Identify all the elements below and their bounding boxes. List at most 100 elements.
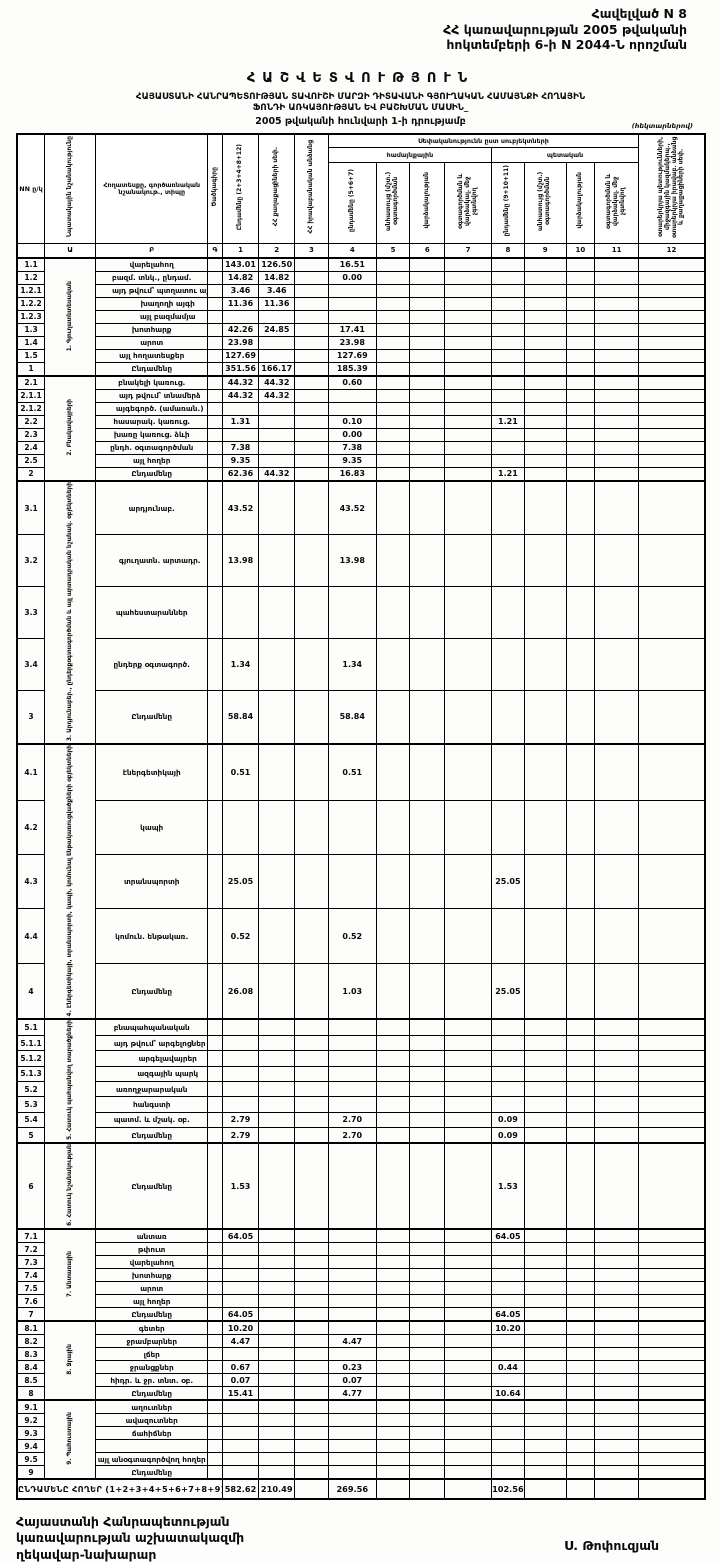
value-cell-3 bbox=[294, 270, 329, 285]
value-cell-1: 25.05 bbox=[221, 854, 260, 910]
code-cell bbox=[207, 335, 223, 350]
value-cell-6 bbox=[409, 427, 446, 442]
value-cell-2: 126.50 bbox=[258, 256, 296, 272]
value-cell-2 bbox=[258, 586, 296, 639]
table-row: 4.2 կապի bbox=[16, 799, 706, 856]
value-cell-2 bbox=[258, 799, 296, 856]
code-cell bbox=[207, 1050, 223, 1067]
value-cell-7 bbox=[444, 1334, 493, 1349]
value-cell-11 bbox=[594, 296, 640, 311]
value-cell-11 bbox=[594, 1065, 640, 1082]
land-type-name: ազգային պարկ bbox=[95, 1065, 209, 1082]
land-type-name: վարելահող bbox=[95, 1255, 209, 1270]
row-number: 4.3 bbox=[16, 854, 46, 910]
value-cell-12 bbox=[638, 1065, 706, 1082]
grand-total-value-4: 269.56 bbox=[327, 1478, 377, 1501]
value-cell-10 bbox=[565, 1281, 596, 1296]
value-cell-12 bbox=[638, 1268, 706, 1283]
section-label: 8. Ջրային bbox=[44, 1320, 97, 1401]
value-cell-12 bbox=[638, 1096, 706, 1113]
row-number: 2.5 bbox=[16, 453, 46, 468]
section-label-text: 9. Պահուստային bbox=[66, 1412, 73, 1466]
land-type-name: ավազուտներ bbox=[95, 1413, 209, 1428]
value-cell-12 bbox=[638, 743, 706, 801]
value-cell-7 bbox=[444, 1080, 493, 1098]
value-cell-2 bbox=[258, 1439, 296, 1454]
value-cell-5 bbox=[375, 1126, 411, 1145]
row-number: 9 bbox=[16, 1465, 46, 1481]
value-cell-2 bbox=[258, 414, 296, 429]
value-cell-10 bbox=[565, 322, 596, 337]
value-cell-2 bbox=[258, 1268, 296, 1283]
value-cell-6 bbox=[409, 1347, 446, 1362]
value-cell-4: 4.47 bbox=[327, 1334, 377, 1349]
value-cell-12 bbox=[638, 1334, 706, 1349]
value-cell-4 bbox=[327, 1034, 377, 1052]
column-number: 1 bbox=[221, 242, 260, 259]
value-cell-9 bbox=[523, 1426, 567, 1441]
value-cell-8: 1.53 bbox=[491, 1142, 525, 1230]
value-cell-11 bbox=[594, 414, 640, 429]
column-number: Բ bbox=[95, 242, 209, 259]
col-header-total: Ընդամենը (2+3+4+8+12) bbox=[221, 133, 260, 244]
value-cell-4 bbox=[327, 1439, 377, 1454]
value-cell-6 bbox=[409, 1452, 446, 1467]
value-cell-1: 3.46 bbox=[221, 283, 260, 298]
value-cell-9 bbox=[523, 322, 567, 337]
value-cell-12 bbox=[638, 1386, 706, 1402]
land-type-name: առողջարարական bbox=[95, 1080, 209, 1098]
value-cell-10 bbox=[565, 854, 596, 910]
value-cell-4 bbox=[327, 1281, 377, 1296]
table-row: 7 Ընդամենը 64.05 64.05 bbox=[16, 1307, 706, 1323]
code-cell bbox=[207, 1307, 223, 1323]
value-cell-12 bbox=[638, 466, 706, 482]
value-cell-1: 0.07 bbox=[221, 1373, 260, 1388]
value-cell-10 bbox=[565, 479, 596, 536]
value-cell-3 bbox=[294, 466, 329, 482]
value-cell-8 bbox=[491, 689, 525, 746]
section-label: 9. Պահուստային bbox=[44, 1399, 97, 1480]
value-cell-7 bbox=[444, 361, 493, 377]
value-cell-4 bbox=[327, 1465, 377, 1481]
value-cell-8 bbox=[491, 1242, 525, 1257]
column-number: 4 bbox=[327, 242, 377, 259]
footer: Հայաստանի Հանրապետության կառավարության ա… bbox=[16, 1514, 705, 1563]
land-type-name: Ընդամենը bbox=[95, 1465, 209, 1481]
table-row: 1 Ընդամենը 351.56 166.17 185.39 bbox=[16, 361, 706, 377]
value-cell-6 bbox=[409, 1242, 446, 1257]
value-cell-9 bbox=[523, 283, 567, 298]
table-row: 4.4 կոմուն. ենթակառ. 0.52 0.52 bbox=[16, 908, 706, 964]
code-cell bbox=[207, 1034, 223, 1052]
value-cell-7 bbox=[444, 743, 493, 801]
value-cell-11 bbox=[594, 1111, 640, 1128]
code-cell bbox=[207, 1228, 223, 1244]
value-cell-4 bbox=[327, 586, 377, 639]
value-cell-3 bbox=[294, 962, 329, 1021]
value-cell-1: 4.47 bbox=[221, 1334, 260, 1349]
value-cell-4 bbox=[327, 1065, 377, 1082]
table-row: 2.4 ընդհ. օգտագործման 7.38 7.38 bbox=[16, 440, 706, 455]
row-number: 4 bbox=[16, 962, 46, 1021]
value-cell-9 bbox=[523, 1386, 567, 1402]
value-cell-3 bbox=[294, 1373, 329, 1388]
code-cell bbox=[207, 854, 223, 910]
value-cell-1 bbox=[221, 1347, 260, 1362]
value-cell-9 bbox=[523, 962, 567, 1021]
value-cell-6 bbox=[409, 854, 446, 910]
value-cell-8 bbox=[491, 1255, 525, 1270]
value-cell-10 bbox=[565, 1050, 596, 1067]
column-number: 9 bbox=[523, 242, 567, 259]
value-cell-9 bbox=[523, 1347, 567, 1362]
value-cell-9 bbox=[523, 296, 567, 311]
value-cell-5 bbox=[375, 335, 411, 350]
value-cell-5 bbox=[375, 296, 411, 311]
value-cell-7 bbox=[444, 1320, 493, 1336]
value-cell-2 bbox=[258, 1065, 296, 1082]
value-cell-10 bbox=[565, 414, 596, 429]
value-cell-4 bbox=[327, 1413, 377, 1428]
value-cell-10 bbox=[565, 309, 596, 324]
value-cell-4 bbox=[327, 1268, 377, 1283]
code-cell bbox=[207, 283, 223, 298]
value-cell-1: 11.36 bbox=[221, 296, 260, 311]
row-number: 8 bbox=[16, 1386, 46, 1402]
